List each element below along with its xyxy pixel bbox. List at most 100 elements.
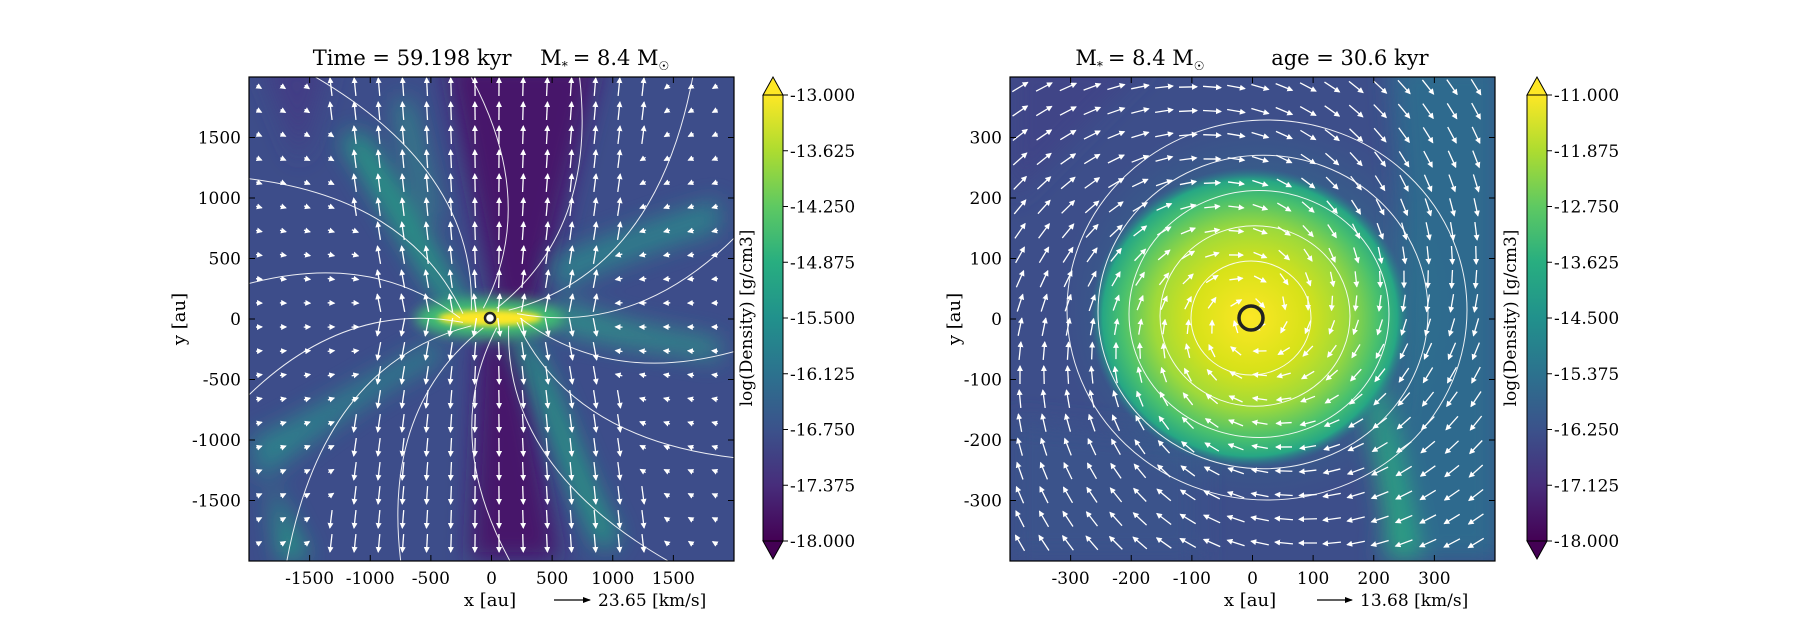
colorbar-tick-label: -12.750 (1554, 198, 1619, 218)
velocity-arrow (451, 126, 452, 144)
velocity-arrow (688, 279, 694, 280)
x-tick-label: 1000 (591, 569, 634, 589)
panel-left: -1500 -1000 -500 0 500 1000 1500-1500-1000-500… (160, 0, 855, 630)
density-map-left (160, 0, 820, 630)
y-tick-label: 1500 (198, 129, 241, 149)
x-tick-label: -1500 (285, 569, 334, 589)
velocity-arrow (451, 486, 452, 504)
reference-arrow-label-right: 13.68 [km/s] (1360, 591, 1468, 611)
velocity-arrow (451, 510, 452, 528)
colorbar-tick-label: -14.500 (1554, 309, 1619, 329)
velocity-arrow (280, 351, 286, 352)
velocity-arrow (499, 246, 500, 264)
velocity-arrow (664, 351, 670, 352)
y-tick-label: -100 (964, 371, 1002, 391)
colorbar-tick-label: -11.000 (1554, 86, 1619, 106)
velocity-arrow (499, 366, 500, 384)
velocity-arrow (712, 279, 718, 280)
velocity-arrow (664, 279, 670, 280)
velocity-arrow (451, 534, 452, 552)
figure: -1500 -1000 -500 0 500 1000 1500-1500-1000-500… (0, 0, 1800, 630)
y-tick-label: 0 (991, 310, 1002, 330)
velocity-arrow (499, 342, 500, 360)
y-tick-label: -1000 (192, 431, 241, 451)
y-tick-label: 100 (970, 250, 1002, 270)
velocity-arrow (451, 102, 452, 120)
colorbar-tick-label: -13.625 (790, 142, 855, 162)
sink-particle-left (485, 313, 495, 323)
colorbar-tick-label: -14.875 (790, 253, 855, 273)
velocity-arrow (1204, 183, 1220, 184)
colorbar-tick-label: -15.500 (790, 309, 855, 329)
velocity-arrow (688, 351, 694, 352)
velocity-arrow (712, 351, 718, 352)
velocity-arrow (280, 279, 286, 280)
velocity-arrow (1276, 471, 1293, 472)
velocity-arrow (1203, 135, 1221, 136)
velocity-arrow (451, 462, 452, 480)
velocity-arrow (523, 510, 524, 528)
y-tick-label: 1000 (198, 189, 241, 209)
x-tick-label: 100 (1297, 569, 1329, 589)
colorbar-label-left: log(Density) [g/cm3] (737, 230, 757, 407)
y-axis-label-left: y [au] (169, 293, 190, 346)
y-tick-label: -300 (964, 492, 1002, 512)
velocity-arrow (712, 375, 718, 376)
colorbar-tick-label: -17.375 (790, 476, 855, 496)
velocity-arrow (1380, 271, 1381, 287)
velocity-arrow (475, 246, 476, 264)
x-tick-label: -200 (1112, 569, 1150, 589)
colorbar-tick-label: -18.000 (790, 532, 855, 552)
velocity-arrow (547, 78, 548, 96)
velocity-arrow (475, 222, 476, 240)
x-tick-label: -1000 (346, 569, 395, 589)
density-map-right (1010, 60, 1500, 561)
x-tick-label: 1500 (652, 569, 695, 589)
colorbar-label-right: log(Density) [g/cm3] (1501, 230, 1521, 407)
velocity-arrow (256, 279, 262, 280)
velocity-arrow (256, 375, 262, 376)
velocity-arrow (523, 534, 524, 552)
velocity-arrow (304, 279, 310, 280)
velocity-arrow (451, 78, 452, 96)
colorbar-tick-label: -14.250 (790, 198, 855, 218)
colorbar-left: -13.000 -13.625 -14.250 -14.875 -15.500 -16.1… (737, 77, 855, 559)
chart-title-left: Time = 59.198 kyr M* = 8.4 M☉ (313, 46, 670, 73)
velocity-arrow (523, 462, 524, 480)
velocity-arrow (1092, 343, 1093, 360)
velocity-arrow (1276, 423, 1291, 424)
y-tick-label: 200 (970, 189, 1002, 209)
velocity-arrow (523, 150, 524, 168)
colorbar-tick-label: -16.125 (790, 365, 855, 385)
velocity-arrow (523, 78, 524, 96)
y-axis-label-right: y [au] (944, 293, 965, 346)
x-tick-label: -500 (412, 569, 450, 589)
chart-title-right: M* = 8.4 M☉ age = 30.6 kyr (1075, 46, 1429, 75)
x-tick-label: 0 (1247, 569, 1258, 589)
velocity-arrow (1299, 519, 1317, 520)
velocity-arrow (523, 126, 524, 144)
velocity-arrow (451, 150, 452, 168)
velocity-arrow (256, 351, 262, 352)
velocity-arrow (523, 486, 524, 504)
colorbar-right: -11.000 -11.875 -12.750 -13.625 -14.500 -15.3… (1501, 77, 1619, 559)
velocity-arrow (1476, 246, 1477, 264)
velocity-arrow (523, 438, 524, 456)
colorbar-tick-label: -11.875 (1554, 142, 1619, 162)
colorbar-tick-label: -15.375 (1554, 365, 1619, 385)
y-tick-label: 300 (970, 129, 1002, 149)
y-tick-label: -200 (964, 431, 1002, 451)
colorbar-tick-label: -13.000 (790, 86, 855, 106)
velocity-arrow (1179, 111, 1197, 112)
velocity-arrow (1140, 343, 1141, 358)
x-tick-label: 300 (1418, 569, 1450, 589)
x-tick-label: -300 (1052, 569, 1090, 589)
colorbar-tick-label: -16.750 (790, 421, 855, 441)
x-axis-label-right: x [au] (1224, 590, 1276, 611)
velocity-arrow (328, 351, 335, 352)
reference-arrow-label-left: 23.65 [km/s] (598, 591, 706, 611)
colorbar-tick-label: -16.250 (1554, 421, 1619, 441)
x-tick-label: -100 (1173, 569, 1211, 589)
colorbar-tick-label: -17.125 (1554, 476, 1619, 496)
colorbar-tick-label: -13.625 (1554, 253, 1619, 273)
